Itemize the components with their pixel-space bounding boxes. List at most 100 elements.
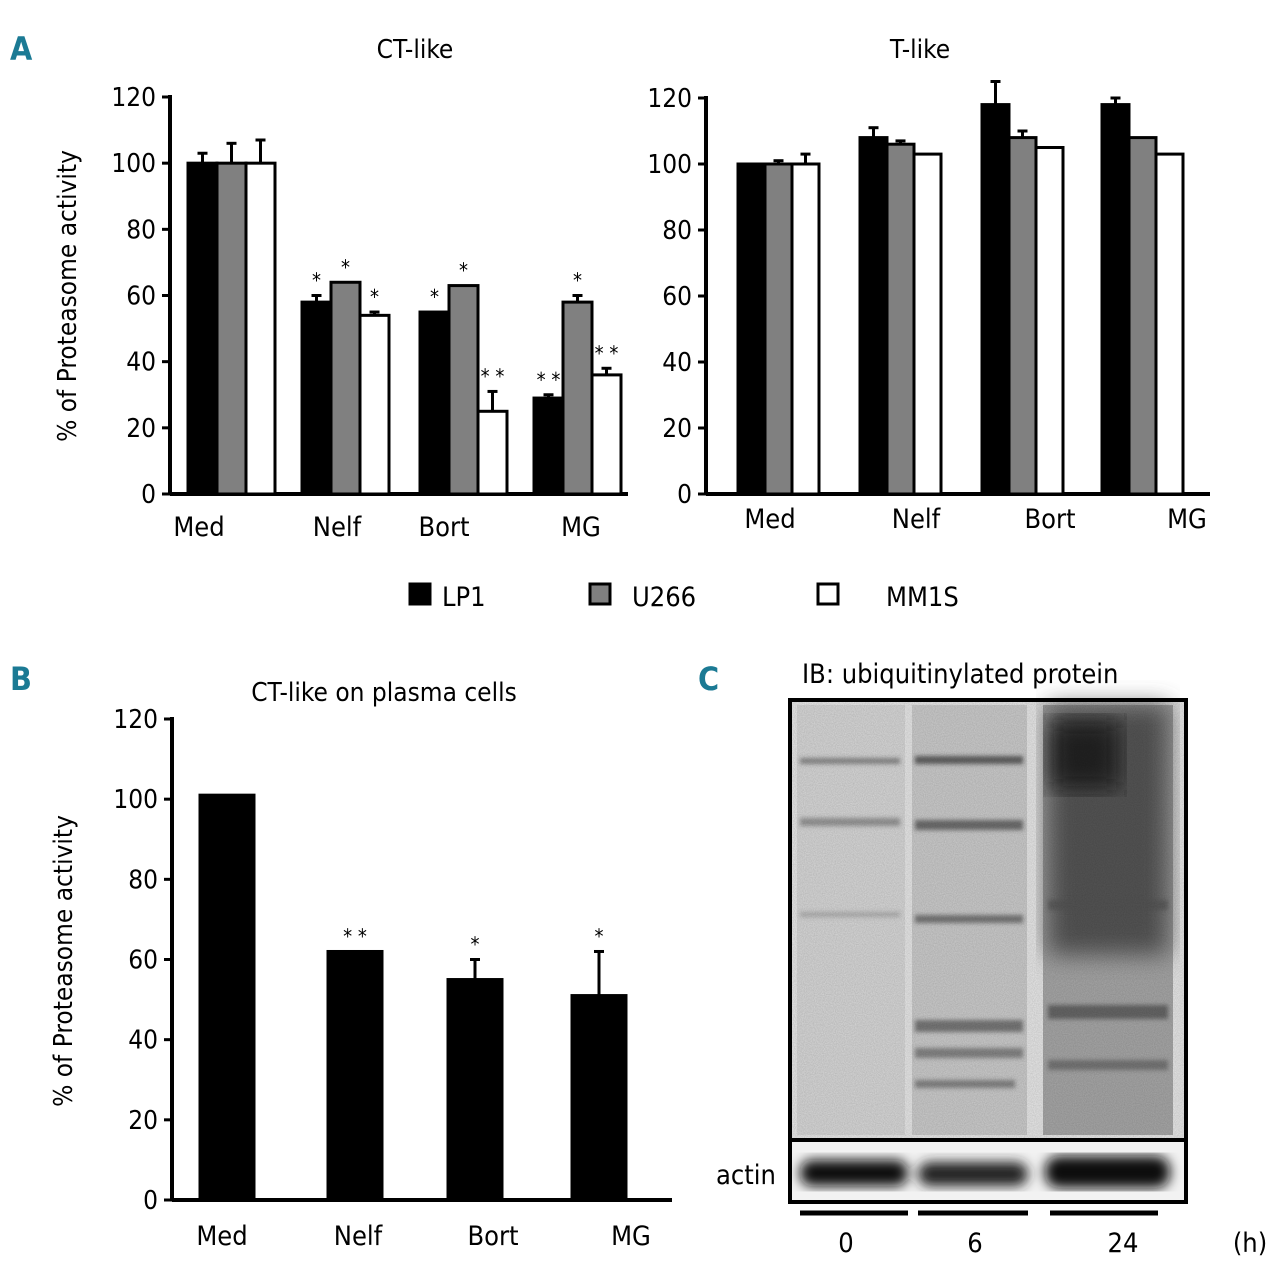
category-label: MG <box>1167 504 1207 535</box>
y-tick-label: 100 <box>113 785 158 815</box>
category-label: Nelf <box>313 512 363 543</box>
significance-label: * <box>312 269 321 293</box>
panel-label-b: B <box>10 660 32 698</box>
bar <box>980 103 1011 496</box>
panel-label-a: A <box>10 30 33 68</box>
bar <box>763 162 794 496</box>
bar <box>858 136 889 496</box>
category-label: Nelf <box>892 504 942 535</box>
category-label: Med <box>196 1221 247 1252</box>
y-tick-label: 100 <box>111 149 156 179</box>
significance-label: * * <box>537 368 561 392</box>
bar <box>1007 136 1038 496</box>
bar <box>198 793 256 1202</box>
bar <box>244 161 277 496</box>
bar <box>300 300 333 496</box>
legend-label: MM1S <box>886 582 959 613</box>
ct-plasma-chart: CT-like on plasma cells % of Proteasome a… <box>49 678 672 1252</box>
actin-label: actin <box>716 1160 776 1191</box>
legend-label: LP1 <box>442 582 486 613</box>
y-tick-label: 40 <box>662 348 692 378</box>
legend-swatch <box>816 582 840 606</box>
y-tick-label: 120 <box>111 83 156 113</box>
category-label: MG <box>611 1221 651 1252</box>
chart-title: T-like <box>889 35 950 65</box>
bar <box>561 300 594 496</box>
significance-label: * * <box>343 924 367 948</box>
bar <box>418 310 451 496</box>
y-tick-label: 60 <box>662 282 692 312</box>
panel-label-c: C <box>698 660 719 698</box>
bar <box>476 409 509 496</box>
y-tick-label: 80 <box>126 215 156 245</box>
bar <box>885 142 916 496</box>
bar <box>215 161 248 496</box>
significance-label: * * <box>595 341 619 365</box>
y-tick-label: 60 <box>128 946 158 976</box>
bar <box>1154 152 1185 496</box>
significance-label: * <box>341 255 350 279</box>
western-blot: IB: ubiquitinylated protein <box>716 659 1267 1259</box>
category-label: Bort <box>1024 504 1075 535</box>
chart-title: CT-like <box>377 35 454 65</box>
category-label: Nelf <box>334 1221 384 1252</box>
y-tick-label: 20 <box>662 414 692 444</box>
bar <box>912 152 943 496</box>
y-tick-label: 40 <box>128 1026 158 1056</box>
significance-label: * <box>370 285 379 309</box>
bar <box>446 978 504 1202</box>
legend-swatch <box>588 582 612 606</box>
chart-title: CT-like on plasma cells <box>251 678 517 708</box>
timepoint-24: 24 <box>1108 1228 1139 1259</box>
significance-label: * * <box>481 364 505 388</box>
bar <box>447 284 480 496</box>
significance-label: * <box>471 933 480 957</box>
bar <box>590 373 623 496</box>
blot-title: IB: ubiquitinylated protein <box>802 659 1118 690</box>
significance-label: * <box>595 924 604 948</box>
bar <box>326 949 384 1202</box>
significance-label: * <box>573 269 582 293</box>
legend-label: U266 <box>632 582 696 613</box>
timepoint-6: 6 <box>967 1228 982 1259</box>
y-tick-label: 0 <box>143 1186 158 1216</box>
category-label: Med <box>173 512 224 543</box>
bar <box>790 162 821 496</box>
y-axis-label: % of Proteasome activity <box>53 150 83 442</box>
category-label: Bort <box>467 1221 518 1252</box>
y-tick-label: 80 <box>662 216 692 246</box>
legend: LP1 U266 MM1S <box>408 582 959 613</box>
y-axis-label: % of Proteasome activity <box>49 815 79 1107</box>
ct-like-chart: CT-like % of Proteasome activity 0 20 40 60 80… <box>53 35 628 543</box>
bar <box>736 162 767 496</box>
y-tick-label: 60 <box>126 282 156 312</box>
timepoint-0: 0 <box>838 1228 853 1259</box>
category-label: Med <box>744 504 795 535</box>
bar <box>1127 136 1158 496</box>
bar <box>570 994 628 1202</box>
bar <box>329 280 362 496</box>
t-like-chart: T-like 0 20 40 60 80 100 120 Med Nelf Bort MG <box>647 35 1210 535</box>
category-label: MG <box>561 512 601 543</box>
legend-swatch <box>408 582 432 606</box>
bar <box>186 161 219 496</box>
y-tick-label: 20 <box>126 414 156 444</box>
bar <box>532 396 565 496</box>
bar <box>1034 146 1065 496</box>
y-tick-label: 0 <box>677 480 692 510</box>
time-unit: (h) <box>1233 1228 1267 1259</box>
y-tick-label: 120 <box>113 705 158 735</box>
blot-image <box>788 698 1188 1204</box>
bar <box>1100 103 1131 496</box>
significance-label: * <box>430 285 439 309</box>
bar <box>358 313 391 496</box>
y-tick-label: 80 <box>128 865 158 895</box>
y-tick-label: 40 <box>126 348 156 378</box>
significance-label: * <box>459 259 468 283</box>
y-tick-label: 100 <box>647 150 692 180</box>
y-tick-label: 120 <box>647 84 692 114</box>
y-tick-label: 20 <box>128 1106 158 1136</box>
y-tick-label: 0 <box>141 480 156 510</box>
category-label: Bort <box>418 512 469 543</box>
